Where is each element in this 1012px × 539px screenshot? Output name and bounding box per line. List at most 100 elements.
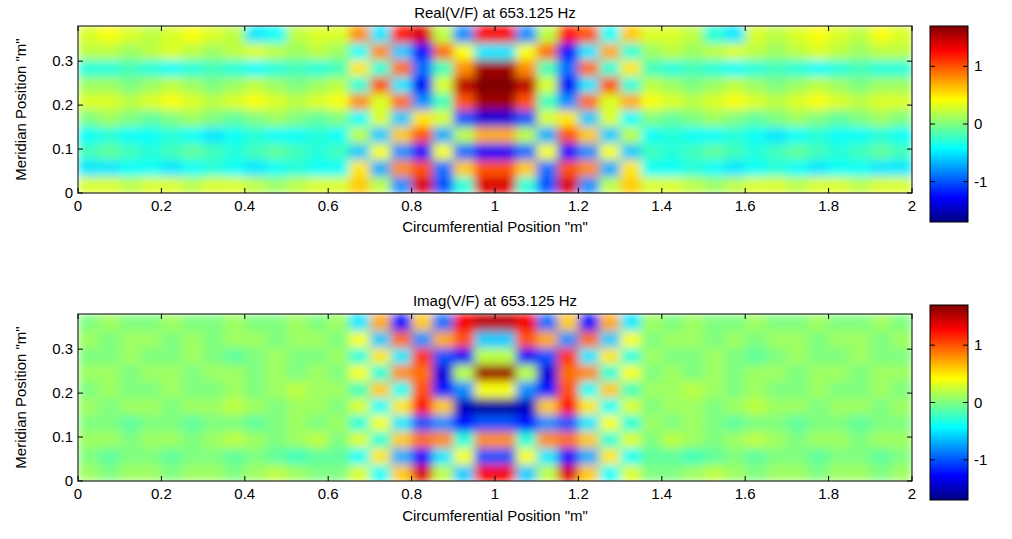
x-tick bbox=[828, 476, 829, 481]
cell bbox=[891, 381, 912, 398]
cell bbox=[620, 126, 641, 143]
cell bbox=[829, 160, 850, 177]
cell bbox=[224, 331, 245, 348]
colorbar-tick-label: 0 bbox=[974, 115, 982, 132]
cell bbox=[99, 448, 120, 465]
cell bbox=[599, 364, 620, 381]
cell bbox=[641, 431, 662, 448]
x-tick-label: 1 bbox=[491, 197, 499, 214]
cell bbox=[641, 464, 662, 481]
y-tick bbox=[907, 393, 912, 394]
cell bbox=[495, 110, 516, 127]
cell bbox=[224, 59, 245, 76]
cell bbox=[849, 431, 870, 448]
cell bbox=[495, 59, 516, 76]
cell bbox=[245, 398, 266, 415]
cell bbox=[370, 26, 391, 43]
cell bbox=[370, 160, 391, 177]
cell bbox=[203, 110, 224, 127]
colorbar-tick-label: 1 bbox=[974, 57, 982, 74]
colorbar-tick-label: 0 bbox=[974, 394, 982, 411]
cell bbox=[891, 176, 912, 193]
cell bbox=[453, 176, 474, 193]
cell bbox=[599, 143, 620, 160]
cell bbox=[328, 143, 349, 160]
cell bbox=[391, 314, 412, 331]
cell bbox=[829, 43, 850, 60]
cell bbox=[99, 364, 120, 381]
cell bbox=[161, 314, 182, 331]
cell bbox=[453, 464, 474, 481]
cell bbox=[224, 26, 245, 43]
cell bbox=[266, 126, 287, 143]
cell bbox=[474, 110, 495, 127]
cell bbox=[704, 347, 725, 364]
cell bbox=[141, 331, 162, 348]
cell bbox=[287, 464, 308, 481]
cell bbox=[849, 143, 870, 160]
cell bbox=[453, 331, 474, 348]
x-tick-label: 0 bbox=[74, 485, 82, 502]
cell bbox=[328, 398, 349, 415]
cell bbox=[495, 398, 516, 415]
cell bbox=[224, 110, 245, 127]
cell bbox=[99, 93, 120, 110]
cell bbox=[849, 43, 870, 60]
cell bbox=[704, 126, 725, 143]
cell bbox=[474, 314, 495, 331]
x-tick bbox=[328, 26, 329, 31]
cell bbox=[161, 93, 182, 110]
cell bbox=[474, 93, 495, 110]
cell bbox=[766, 464, 787, 481]
cell bbox=[808, 314, 829, 331]
cell bbox=[182, 448, 203, 465]
cell bbox=[245, 110, 266, 127]
cell bbox=[662, 176, 683, 193]
cell bbox=[266, 43, 287, 60]
cell bbox=[599, 314, 620, 331]
cell bbox=[620, 143, 641, 160]
cell bbox=[474, 448, 495, 465]
cell bbox=[349, 43, 370, 60]
cell bbox=[287, 76, 308, 93]
cell bbox=[78, 76, 99, 93]
cell bbox=[182, 126, 203, 143]
cell bbox=[182, 176, 203, 193]
cell bbox=[203, 76, 224, 93]
cell bbox=[578, 176, 599, 193]
cell bbox=[683, 110, 704, 127]
cell bbox=[412, 26, 433, 43]
plot-frame bbox=[78, 26, 912, 193]
cell bbox=[474, 160, 495, 177]
title: Real(V/F) at 653.125 Hz bbox=[414, 4, 576, 21]
cell bbox=[203, 126, 224, 143]
cell bbox=[704, 26, 725, 43]
cell bbox=[370, 110, 391, 127]
cell bbox=[161, 431, 182, 448]
y-tick-label: 0.2 bbox=[52, 96, 73, 113]
cell bbox=[704, 110, 725, 127]
cell bbox=[370, 76, 391, 93]
x-tick bbox=[912, 314, 913, 319]
cell bbox=[349, 414, 370, 431]
cell bbox=[99, 76, 120, 93]
cell bbox=[453, 59, 474, 76]
cell bbox=[391, 93, 412, 110]
cell bbox=[641, 347, 662, 364]
cell bbox=[161, 59, 182, 76]
cell bbox=[432, 176, 453, 193]
cell bbox=[120, 26, 141, 43]
y-tick bbox=[78, 393, 83, 394]
cell bbox=[307, 59, 328, 76]
cell bbox=[141, 381, 162, 398]
cell bbox=[495, 43, 516, 60]
cell bbox=[182, 160, 203, 177]
background bbox=[0, 0, 1012, 539]
cell bbox=[349, 93, 370, 110]
cell bbox=[870, 347, 891, 364]
cell bbox=[391, 347, 412, 364]
cell bbox=[495, 331, 516, 348]
cell bbox=[849, 26, 870, 43]
cell bbox=[641, 26, 662, 43]
cell bbox=[787, 381, 808, 398]
